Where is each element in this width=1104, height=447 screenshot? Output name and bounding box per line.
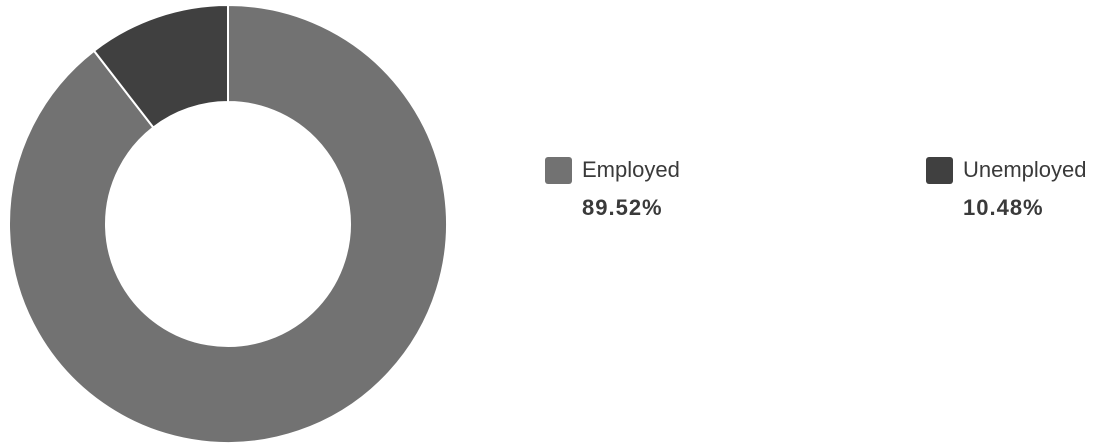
donut-slice-unemployed (92, 3, 229, 129)
legend-label-employed: Employed (582, 157, 680, 182)
legend-swatch-unemployed (926, 156, 953, 184)
legend-swatch-employed (545, 156, 572, 184)
legend-label-unemployed: Unemployed (963, 157, 1087, 182)
legend-item-unemployed: Unemployed 10.48% (926, 155, 1087, 221)
donut-chart (8, 3, 448, 444)
legend-value-unemployed: 10.48% (963, 195, 1044, 220)
donut-slice-employed (8, 3, 448, 444)
legend-value-employed: 89.52% (582, 195, 663, 220)
legend-item-employed: Employed 89.52% (545, 155, 680, 221)
